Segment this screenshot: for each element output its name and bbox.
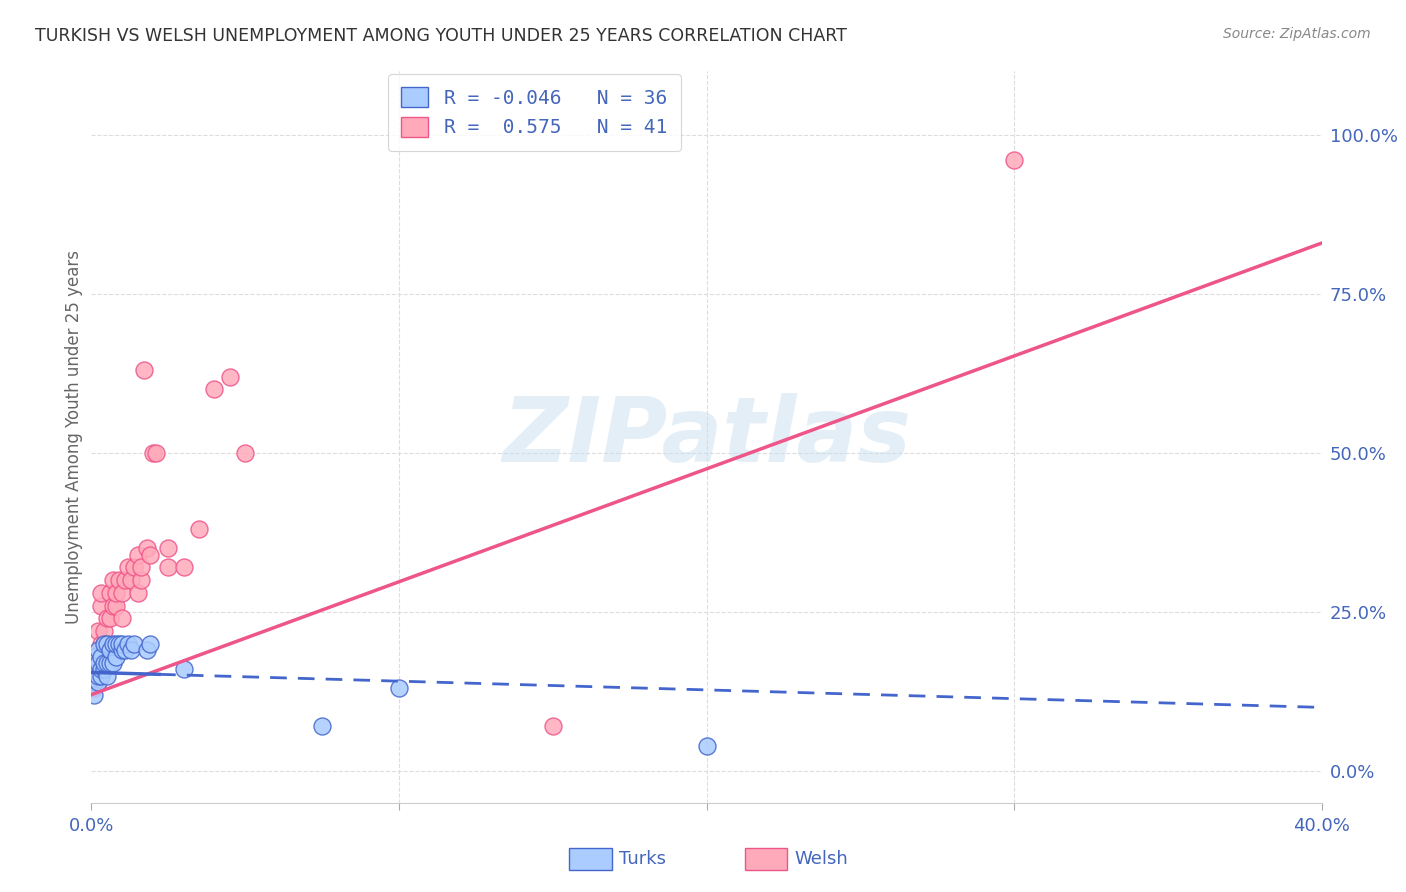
Point	[218, 369, 240, 384]
Point	[105, 599, 127, 613]
Point	[96, 637, 118, 651]
Point	[105, 649, 127, 664]
Point	[142, 446, 165, 460]
Legend: R = -0.046   N = 36, R =  0.575   N = 41: R = -0.046 N = 36, R = 0.575 N = 41	[388, 74, 681, 151]
Point	[86, 624, 108, 638]
Point	[90, 649, 112, 664]
Point	[120, 643, 142, 657]
Point	[105, 637, 127, 651]
Point	[132, 363, 155, 377]
Point	[86, 675, 108, 690]
Point	[111, 586, 134, 600]
Point	[173, 662, 195, 676]
Point	[83, 662, 105, 676]
Point	[108, 637, 131, 651]
Point	[202, 383, 225, 397]
Point	[86, 668, 108, 682]
Point	[129, 560, 152, 574]
Point	[98, 643, 121, 657]
Point	[135, 643, 157, 657]
Text: Source: ZipAtlas.com: Source: ZipAtlas.com	[1223, 27, 1371, 41]
Point	[101, 573, 124, 587]
Point	[1002, 153, 1025, 168]
Point	[93, 656, 115, 670]
Point	[124, 560, 146, 574]
Point	[111, 643, 134, 657]
Point	[101, 599, 124, 613]
Point	[188, 522, 211, 536]
Text: TURKISH VS WELSH UNEMPLOYMENT AMONG YOUTH UNDER 25 YEARS CORRELATION CHART: TURKISH VS WELSH UNEMPLOYMENT AMONG YOUT…	[35, 27, 846, 45]
Point	[157, 560, 180, 574]
Point	[86, 675, 108, 690]
Point	[96, 611, 118, 625]
Text: Welsh: Welsh	[794, 850, 848, 868]
Point	[98, 611, 121, 625]
Point	[96, 668, 118, 682]
Point	[117, 560, 139, 574]
Text: ZIPatlas: ZIPatlas	[502, 393, 911, 481]
Point	[83, 688, 105, 702]
Point	[696, 739, 718, 753]
Point	[157, 541, 180, 556]
Point	[83, 675, 105, 690]
Point	[90, 586, 112, 600]
Point	[96, 637, 118, 651]
Point	[145, 446, 167, 460]
Point	[86, 656, 108, 670]
Point	[541, 719, 564, 733]
Point	[117, 637, 139, 651]
Point	[101, 637, 124, 651]
Point	[93, 637, 115, 651]
Point	[135, 541, 157, 556]
Point	[90, 637, 112, 651]
Point	[139, 548, 162, 562]
Point	[139, 637, 162, 651]
Point	[111, 611, 134, 625]
Point	[114, 573, 136, 587]
Point	[127, 586, 149, 600]
Point	[90, 662, 112, 676]
Point	[93, 624, 115, 638]
Point	[105, 586, 127, 600]
Point	[127, 548, 149, 562]
Point	[129, 573, 152, 587]
Text: Turks: Turks	[619, 850, 665, 868]
Y-axis label: Unemployment Among Youth under 25 years: Unemployment Among Youth under 25 years	[65, 250, 83, 624]
Point	[98, 656, 121, 670]
Point	[124, 637, 146, 651]
Point	[93, 637, 115, 651]
Point	[93, 662, 115, 676]
Point	[98, 586, 121, 600]
Point	[101, 656, 124, 670]
Point	[108, 573, 131, 587]
Point	[96, 656, 118, 670]
Point	[90, 599, 112, 613]
Point	[111, 637, 134, 651]
Point	[83, 681, 105, 696]
Point	[388, 681, 411, 696]
Point	[120, 573, 142, 587]
Point	[233, 446, 256, 460]
Point	[86, 643, 108, 657]
Point	[173, 560, 195, 574]
Point	[311, 719, 333, 733]
Point	[90, 668, 112, 682]
Point	[83, 649, 105, 664]
Point	[114, 643, 136, 657]
